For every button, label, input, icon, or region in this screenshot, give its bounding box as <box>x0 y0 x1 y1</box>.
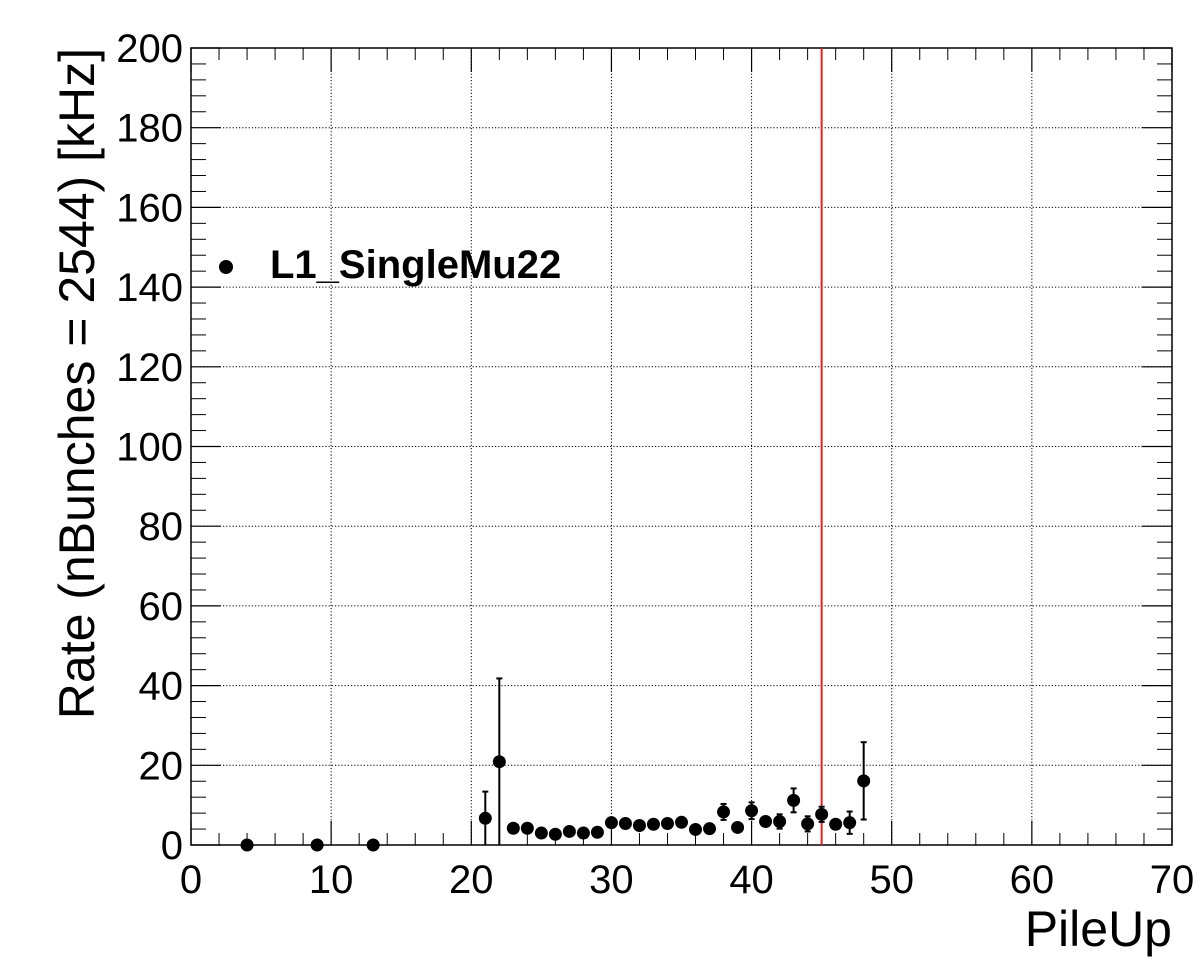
data-point <box>506 821 520 835</box>
data-point <box>310 838 324 852</box>
y-tick-label: 200 <box>116 27 183 71</box>
x-tick-label: 40 <box>729 858 774 902</box>
data-point <box>492 755 506 769</box>
y-tick-label: 0 <box>161 824 183 868</box>
x-tick-label: 50 <box>869 858 914 902</box>
grid-lines <box>191 48 1172 845</box>
data-point <box>703 822 717 836</box>
y-tick-label: 100 <box>116 426 183 470</box>
data-point <box>801 817 815 831</box>
y-axis-title: Rate (nBunches = 2544) [kHz] <box>49 48 105 719</box>
y-tick-labels: 0 20 40 60 80 100 120 140 160 180 200 <box>116 27 183 868</box>
data-point <box>576 826 590 840</box>
data-point <box>815 807 829 821</box>
data-point <box>646 817 660 831</box>
data-point <box>478 811 492 825</box>
data-point <box>717 805 731 819</box>
data-point <box>829 817 843 831</box>
x-tick-label: 10 <box>309 858 354 902</box>
data-point <box>534 826 548 840</box>
legend-label: L1_SingleMu22 <box>270 243 561 287</box>
data-point <box>632 818 646 832</box>
data-point <box>759 814 773 828</box>
data-point <box>548 827 562 841</box>
data-point <box>366 838 380 852</box>
x-tick-label: 0 <box>180 858 202 902</box>
data-point <box>675 815 688 829</box>
data-point <box>240 838 254 852</box>
data-point <box>731 820 745 834</box>
legend-marker <box>219 260 233 274</box>
y-tick-label: 40 <box>139 665 184 709</box>
series-l1-singlemu22 <box>240 677 871 852</box>
data-point <box>618 816 632 830</box>
data-point <box>590 825 604 839</box>
legend: L1_SingleMu22 <box>219 243 561 287</box>
data-point <box>843 816 857 830</box>
x-tick-label: 60 <box>1010 858 1055 902</box>
y-tick-label: 60 <box>139 585 184 629</box>
data-point <box>745 804 759 818</box>
y-tick-label: 120 <box>116 346 183 390</box>
y-tick-label: 180 <box>116 107 183 151</box>
x-tick-label: 70 <box>1150 858 1195 902</box>
data-point <box>857 774 871 788</box>
x-tick-label: 20 <box>449 858 494 902</box>
data-point <box>773 814 787 828</box>
plot-frame <box>190 47 1173 846</box>
x-axis-title: PileUp <box>1025 901 1172 957</box>
data-point <box>787 793 801 807</box>
y-tick-label: 20 <box>139 744 184 788</box>
data-point <box>562 824 576 838</box>
y-tick-label: 160 <box>116 186 183 230</box>
data-point <box>520 821 534 835</box>
x-tick-label: 30 <box>589 858 634 902</box>
y-tick-label: 140 <box>116 266 183 310</box>
data-point <box>604 816 618 830</box>
data-point <box>660 816 674 830</box>
x-tick-labels: 0 10 20 30 40 50 60 70 <box>180 858 1194 902</box>
y-tick-label: 80 <box>139 505 184 549</box>
data-point <box>689 822 703 836</box>
